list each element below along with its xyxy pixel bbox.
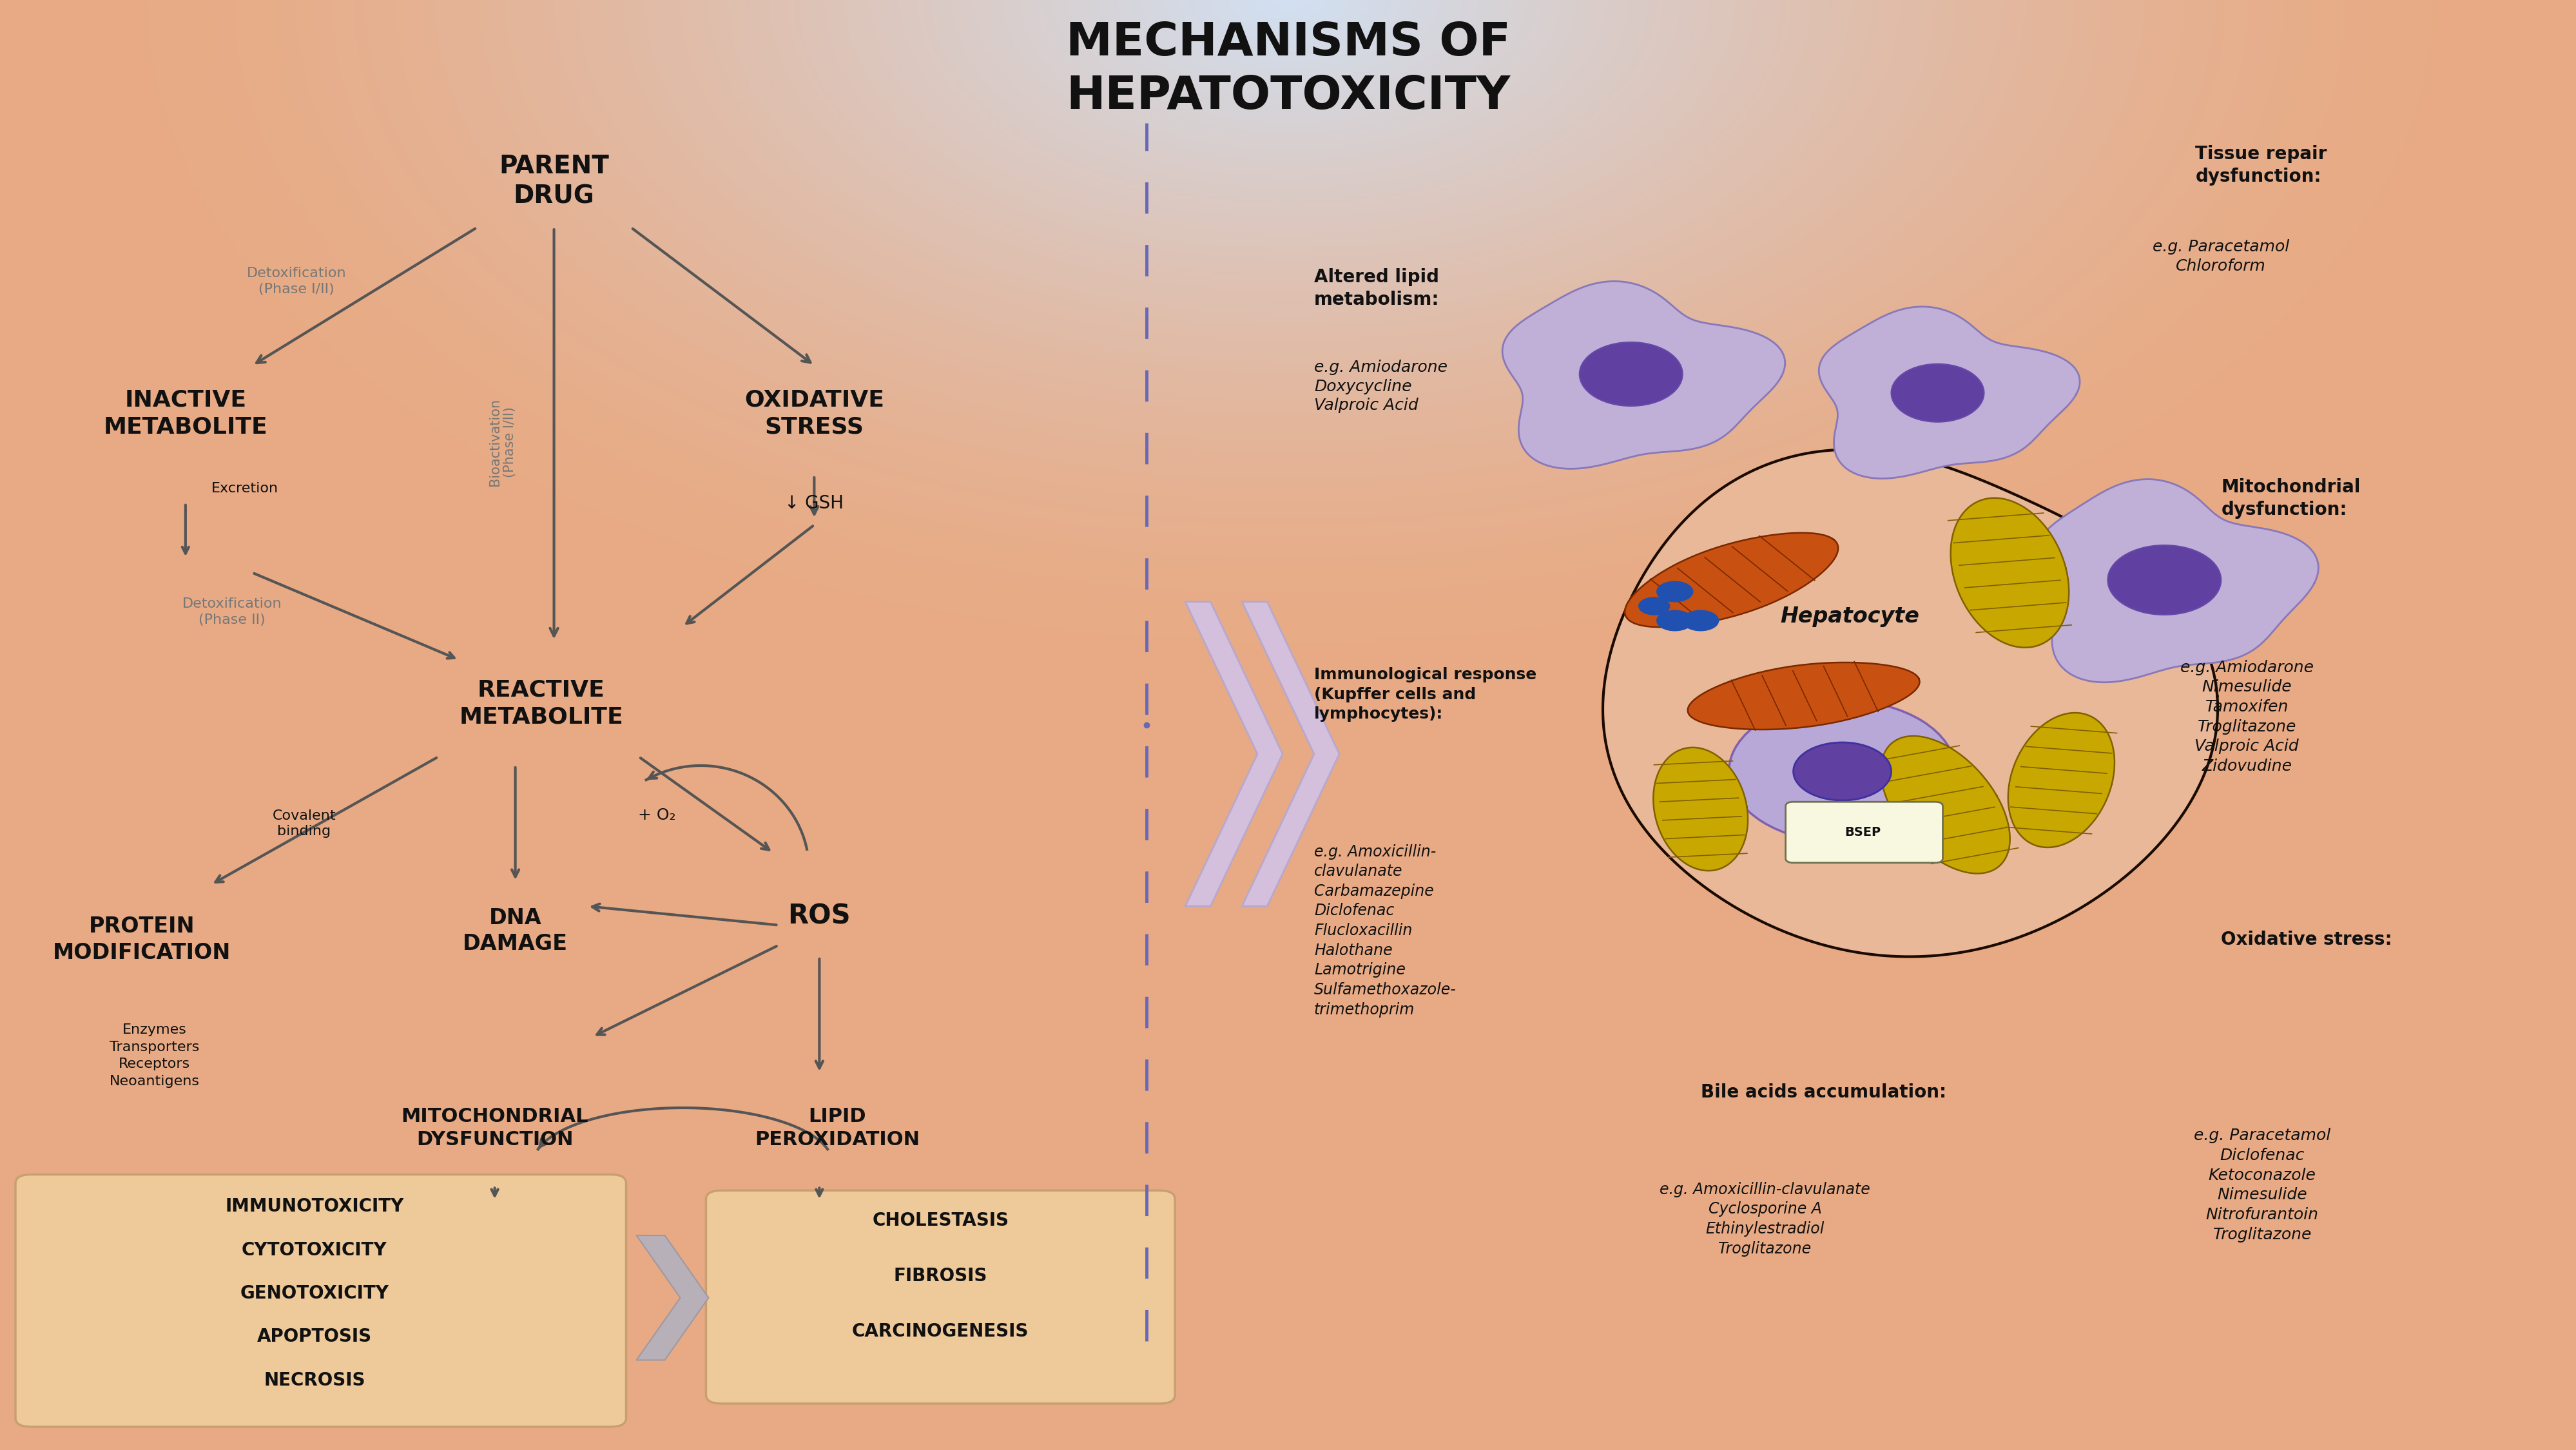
Ellipse shape: [1891, 364, 1984, 422]
Text: IMMUNOTOXICITY: IMMUNOTOXICITY: [224, 1198, 404, 1215]
Text: Detoxification
(Phase II): Detoxification (Phase II): [183, 597, 281, 626]
Text: + O₂: + O₂: [639, 808, 675, 822]
Text: DNA
DAMAGE: DNA DAMAGE: [464, 908, 567, 954]
Text: Detoxification
(Phase I/II): Detoxification (Phase I/II): [247, 267, 345, 296]
FancyBboxPatch shape: [1785, 802, 1942, 863]
Text: Bioactivation
(Phase I/II): Bioactivation (Phase I/II): [489, 399, 515, 486]
Circle shape: [1638, 597, 1669, 615]
Polygon shape: [1687, 663, 1919, 729]
Polygon shape: [1654, 747, 1747, 870]
Polygon shape: [1185, 602, 1283, 906]
Text: Mitochondrial
dysfunction:: Mitochondrial dysfunction:: [2221, 479, 2360, 519]
Polygon shape: [1502, 281, 1785, 468]
Circle shape: [1656, 581, 1692, 602]
Polygon shape: [2035, 479, 2318, 683]
Text: e.g. Amiodarone
Nimesulide
Tamoxifen
Troglitazone
Valproic Acid
Zidovudine: e.g. Amiodarone Nimesulide Tamoxifen Tro…: [2179, 660, 2313, 774]
Ellipse shape: [1793, 742, 1891, 800]
Text: PROTEIN
MODIFICATION: PROTEIN MODIFICATION: [52, 916, 232, 963]
Text: OXIDATIVE
STRESS: OXIDATIVE STRESS: [744, 389, 884, 438]
Ellipse shape: [1728, 700, 1955, 842]
Circle shape: [1682, 610, 1718, 631]
Text: LIPID
PEROXIDATION: LIPID PEROXIDATION: [755, 1108, 920, 1148]
Text: Altered lipid
metabolism:: Altered lipid metabolism:: [1314, 268, 1440, 309]
Text: e.g. Amiodarone
Doxycycline
Valproic Acid: e.g. Amiodarone Doxycycline Valproic Aci…: [1314, 360, 1448, 413]
Text: Bile acids accumulation:: Bile acids accumulation:: [1700, 1083, 1945, 1101]
Polygon shape: [1625, 532, 1837, 628]
Text: NECROSIS: NECROSIS: [263, 1372, 366, 1389]
Text: FIBROSIS: FIBROSIS: [894, 1267, 987, 1285]
Polygon shape: [1819, 306, 2079, 479]
Text: e.g. Amoxicillin-
clavulanate
Carbamazepine
Diclofenac
Flucloxacillin
Halothane
: e.g. Amoxicillin- clavulanate Carbamazep…: [1314, 844, 1455, 1018]
Ellipse shape: [2107, 545, 2221, 615]
Text: Excretion: Excretion: [211, 483, 278, 494]
Text: MITOCHONDRIAL
DYSFUNCTION: MITOCHONDRIAL DYSFUNCTION: [402, 1108, 587, 1148]
Polygon shape: [1880, 737, 2009, 873]
Text: BSEP: BSEP: [1844, 826, 1880, 838]
FancyBboxPatch shape: [15, 1175, 626, 1427]
Text: MECHANISMS OF
HEPATOTOXICITY: MECHANISMS OF HEPATOTOXICITY: [1066, 20, 1510, 119]
Polygon shape: [1602, 450, 2218, 957]
Polygon shape: [1860, 355, 1932, 389]
Text: e.g. Paracetamol
Chloroform: e.g. Paracetamol Chloroform: [2151, 239, 2290, 274]
Text: GENOTOXICITY: GENOTOXICITY: [240, 1285, 389, 1302]
FancyBboxPatch shape: [706, 1190, 1175, 1404]
Circle shape: [1656, 610, 1692, 631]
Polygon shape: [636, 1235, 708, 1360]
Text: Oxidative stress:: Oxidative stress:: [2221, 931, 2391, 948]
Ellipse shape: [1579, 342, 1682, 406]
Text: ROS: ROS: [788, 903, 850, 929]
Text: e.g. Amoxicillin-clavulanate
Cyclosporine A
Ethinylestradiol
Troglitazone: e.g. Amoxicillin-clavulanate Cyclosporin…: [1659, 1182, 1870, 1257]
Text: Tissue repair
dysfunction:: Tissue repair dysfunction:: [2195, 145, 2326, 186]
Text: e.g. Paracetamol
Diclofenac
Ketoconazole
Nimesulide
Nitrofurantoin
Troglitazone: e.g. Paracetamol Diclofenac Ketoconazole…: [2192, 1128, 2331, 1243]
Polygon shape: [1950, 497, 2069, 648]
Text: PARENT
DRUG: PARENT DRUG: [500, 154, 608, 209]
Text: Enzymes
Transporters
Receptors
Neoantigens: Enzymes Transporters Receptors Neoantige…: [108, 1024, 201, 1088]
Text: ↓ GSH: ↓ GSH: [783, 494, 845, 512]
Polygon shape: [1242, 602, 1340, 906]
Text: Covalent
binding: Covalent binding: [273, 809, 335, 838]
Text: Hepatocyte: Hepatocyte: [1780, 606, 1919, 626]
Text: CYTOTOXICITY: CYTOTOXICITY: [242, 1241, 386, 1259]
Polygon shape: [2007, 713, 2115, 847]
Text: Immunological response
(Kupffer cells and
lymphocytes):: Immunological response (Kupffer cells an…: [1314, 667, 1535, 722]
Text: REACTIVE
METABOLITE: REACTIVE METABOLITE: [459, 679, 623, 728]
Text: CARCINOGENESIS: CARCINOGENESIS: [853, 1322, 1028, 1340]
Text: CHOLESTASIS: CHOLESTASIS: [871, 1212, 1010, 1230]
Text: APOPTOSIS: APOPTOSIS: [258, 1328, 371, 1346]
Text: INACTIVE
METABOLITE: INACTIVE METABOLITE: [103, 389, 268, 438]
